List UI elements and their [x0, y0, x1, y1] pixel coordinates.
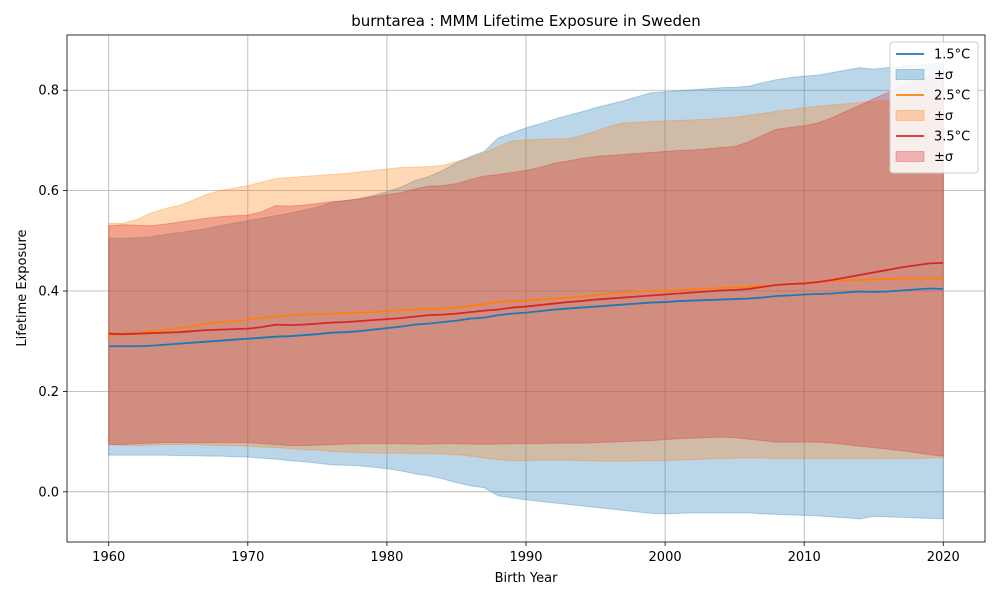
mean-line-series-3 — [108, 262, 944, 336]
x-tick-label: 1970 — [231, 550, 264, 565]
legend-band-swatch — [895, 110, 925, 121]
grid-lines — [67, 35, 985, 542]
std-bands — [108, 62, 944, 520]
y-axis-ticks: 0.0 0.2 0.4 0.6 0.8 — [38, 84, 67, 500]
mean-line-series-1 — [108, 287, 944, 348]
legend-band-swatch — [895, 69, 925, 80]
x-tick-label: 2010 — [788, 550, 821, 565]
legend-band-swatch — [895, 151, 925, 162]
legend-label: ±σ — [934, 68, 953, 83]
y-tick-label: 0.4 — [38, 285, 59, 300]
y-tick-label: 0.6 — [38, 184, 59, 199]
y-tick-label: 0.8 — [38, 84, 59, 99]
legend-label: ±σ — [934, 150, 953, 165]
legend-label: 2.5°C — [934, 89, 970, 104]
std-band-series-2 — [108, 94, 944, 462]
x-tick-label: 2020 — [927, 550, 960, 565]
mean-lines — [108, 262, 944, 348]
x-axis-ticks: 1960 1970 1980 1990 2000 2010 2020 — [92, 542, 960, 565]
x-axis-label: Birth Year — [495, 571, 559, 586]
x-tick-label: 1990 — [509, 550, 542, 565]
y-tick-label: 0.2 — [38, 385, 59, 400]
chart-title: burntarea : MMM Lifetime Exposure in Swe… — [351, 12, 701, 30]
y-axis-label: Lifetime Exposure — [15, 229, 30, 346]
legend-label: ±σ — [934, 109, 953, 124]
legend-label: 1.5°C — [934, 48, 970, 63]
legend: 1.5°C ±σ 2.5°C ±σ 3.5°C ±σ — [889, 41, 979, 174]
x-tick-label: 1980 — [370, 550, 403, 565]
std-band-series-1 — [108, 62, 944, 520]
x-tick-label: 1960 — [92, 550, 125, 565]
x-tick-label: 2000 — [649, 550, 682, 565]
std-band-series-3 — [108, 71, 944, 457]
legend-box — [889, 41, 979, 174]
y-tick-label: 0.0 — [38, 485, 59, 500]
legend-label: 3.5°C — [934, 130, 970, 145]
